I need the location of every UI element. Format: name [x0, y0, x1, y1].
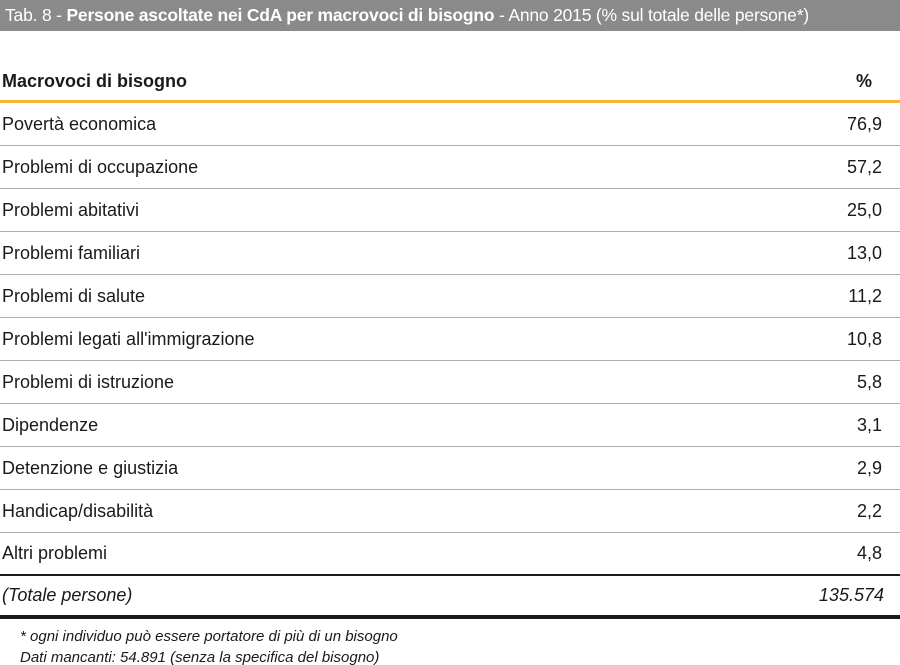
table-title-bar: Tab. 8 - Persone ascoltate nei CdA per m… [0, 0, 900, 31]
table-header-row: Macrovoci di bisogno % [0, 31, 900, 103]
table-row: Problemi di occupazione 57,2 [0, 146, 900, 189]
row-label: Altri problemi [2, 543, 108, 563]
table-row: Altri problemi 4,8 [0, 533, 900, 576]
footnotes: * ogni individuo può essere portatore di… [20, 626, 900, 665]
table-row: Dipendenze 3,1 [0, 404, 900, 447]
footnote-asterisk: * ogni individuo può essere portatore di… [20, 628, 398, 645]
row-label: Problemi di occupazione [2, 156, 199, 177]
row-label: Problemi legati all'immigrazione [2, 328, 255, 349]
row-value: 13,0 [846, 242, 882, 263]
table-row: Handicap/disabilità 2,2 [0, 490, 900, 533]
column-header-percent: % [855, 71, 872, 91]
table-title: Persone ascoltate nei CdA per macrovoci … [66, 5, 495, 25]
table-row: Povertà economica 76,9 [0, 103, 900, 146]
row-value: 11,2 [848, 285, 882, 306]
row-value: 5,8 [856, 371, 882, 392]
needs-table: Macrovoci di bisogno % Povertà economica… [0, 31, 900, 619]
row-label: Handicap/disabilità [2, 500, 154, 521]
total-label: (Totale persone) [2, 585, 133, 605]
column-header-label: Macrovoci di bisogno [2, 71, 188, 91]
table-number: Tab. 8 - [5, 5, 67, 25]
row-value: 76,9 [846, 113, 882, 134]
row-label: Problemi di istruzione [2, 371, 175, 392]
row-label: Detenzione e giustizia [2, 457, 179, 478]
table-row: Problemi familiari 13,0 [0, 232, 900, 275]
row-label: Problemi abitativi [2, 199, 140, 220]
row-label: Dipendenze [2, 414, 99, 435]
table-row: Problemi di istruzione 5,8 [0, 361, 900, 404]
row-label: Povertà economica [2, 113, 157, 134]
row-value: 57,2 [846, 156, 882, 177]
row-value: 3,1 [856, 414, 882, 435]
footnote-missing-data: Dati mancanti: 54.891 (senza la specific… [20, 649, 380, 665]
row-value: 25,0 [846, 199, 882, 220]
table-subtitle: - Anno 2015 (% sul totale delle persone*… [494, 5, 809, 25]
table-row: Problemi legati all'immigrazione 10,8 [0, 318, 900, 361]
table-body: Povertà economica 76,9 Problemi di occupaz… [0, 103, 900, 576]
row-label: Problemi di salute [2, 285, 146, 306]
row-value: 2,9 [856, 457, 882, 478]
row-label: Problemi familiari [2, 242, 141, 263]
row-value: 10,8 [846, 328, 882, 349]
table-row: Problemi abitativi 25,0 [0, 189, 900, 232]
table-row: Problemi di salute 11,2 [0, 275, 900, 318]
table-row: Detenzione e giustizia 2,9 [0, 447, 900, 490]
row-value: 2,2 [856, 500, 882, 521]
total-row: (Totale persone) 135.574 [0, 576, 900, 619]
total-value: 135.574 [818, 585, 884, 605]
row-value: 4,8 [856, 543, 882, 563]
